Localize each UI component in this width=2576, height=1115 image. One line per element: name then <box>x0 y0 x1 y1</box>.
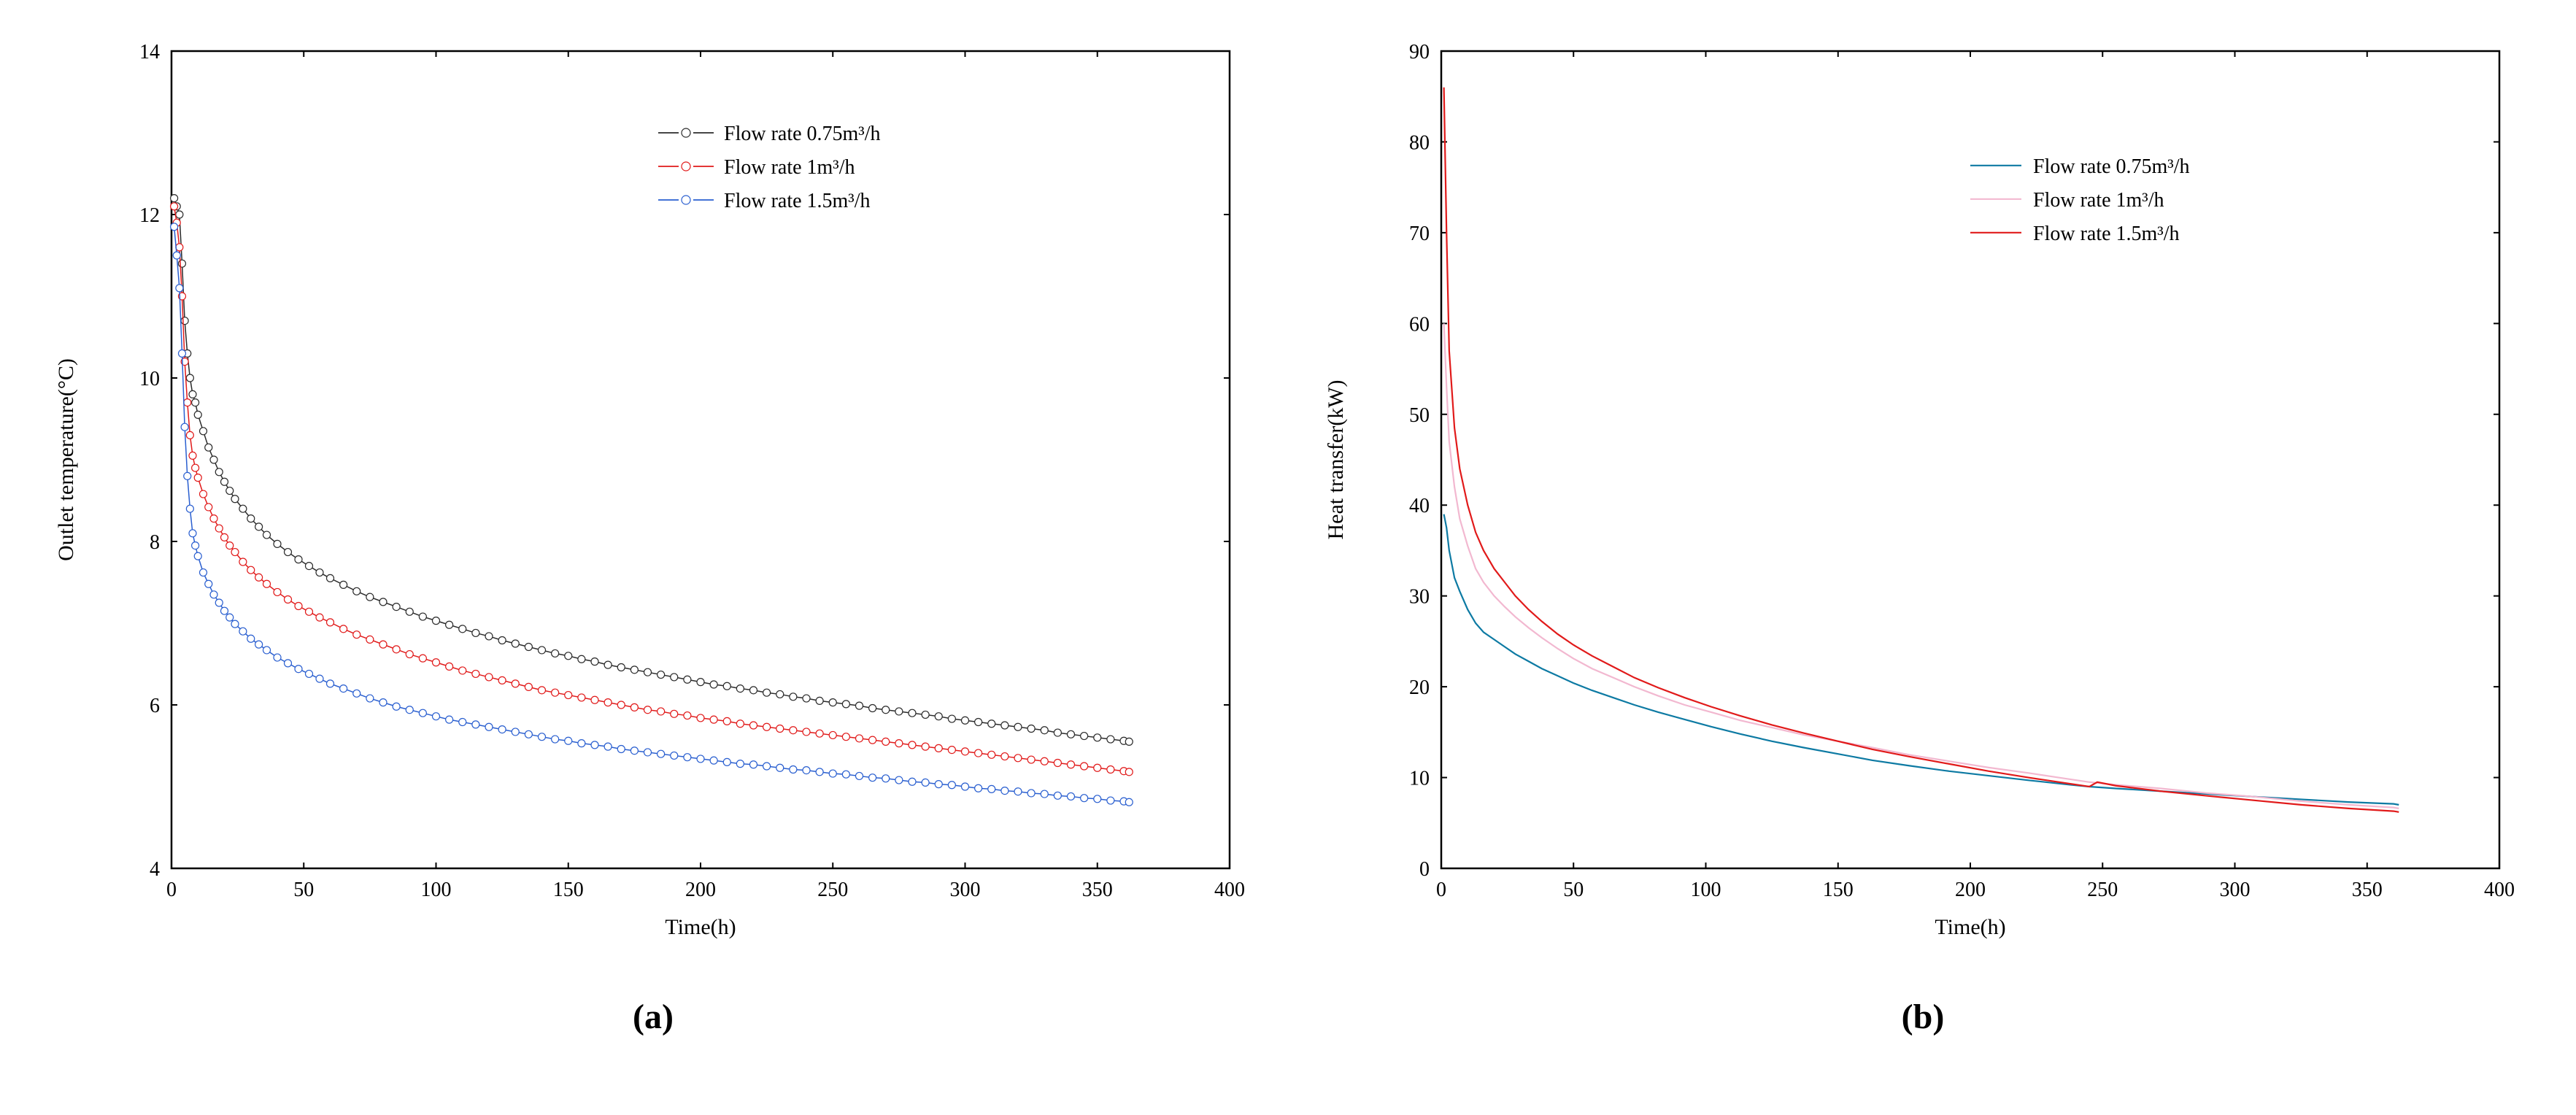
svg-text:400: 400 <box>2484 879 2515 901</box>
svg-text:Heat transfer(kW): Heat transfer(kW) <box>1324 379 1348 539</box>
svg-text:Flow rate 1.5m³/h: Flow rate 1.5m³/h <box>724 190 870 212</box>
svg-text:50: 50 <box>293 879 314 901</box>
svg-text:Outlet temperature(°C): Outlet temperature(°C) <box>54 358 78 561</box>
svg-text:80: 80 <box>1409 131 1430 154</box>
svg-text:Flow rate 1m³/h: Flow rate 1m³/h <box>724 156 855 179</box>
svg-text:50: 50 <box>1409 404 1430 427</box>
svg-text:30: 30 <box>1409 586 1430 609</box>
panel-b-caption: (b) <box>1902 997 1945 1037</box>
svg-text:Time(h): Time(h) <box>665 915 736 939</box>
svg-text:400: 400 <box>1214 879 1245 901</box>
svg-text:150: 150 <box>1823 879 1854 901</box>
svg-text:12: 12 <box>139 204 160 227</box>
svg-text:300: 300 <box>2220 879 2251 901</box>
svg-text:6: 6 <box>150 695 160 717</box>
svg-text:Flow rate 0.75m³/h: Flow rate 0.75m³/h <box>2033 155 2189 178</box>
svg-text:40: 40 <box>1409 495 1430 517</box>
svg-text:20: 20 <box>1409 676 1430 699</box>
svg-text:Flow rate 0.75m³/h: Flow rate 0.75m³/h <box>724 123 880 145</box>
svg-text:4: 4 <box>150 858 160 881</box>
chart-a: 0 50 100 150 200 250 300 350 400 4 6 8 10 12 14 Time(h)… <box>33 15 1273 992</box>
svg-text:10: 10 <box>1409 768 1430 790</box>
svg-text:70: 70 <box>1409 223 1430 245</box>
svg-text:250: 250 <box>817 879 848 901</box>
svg-text:250: 250 <box>2087 879 2118 901</box>
svg-text:Flow rate 1.5m³/h: Flow rate 1.5m³/h <box>2033 223 2179 245</box>
svg-text:8: 8 <box>150 531 160 554</box>
svg-text:100: 100 <box>421 879 452 901</box>
figure-row: 050100150200250300350400468101214Time(h)… <box>0 0 2576 1052</box>
svg-text:200: 200 <box>685 879 716 901</box>
svg-text:60: 60 <box>1409 313 1430 336</box>
panel-a: 0 50 100 150 200 250 300 350 400 4 6 8 10 12 14 Time(h)… <box>33 15 1273 1037</box>
svg-text:350: 350 <box>1082 879 1113 901</box>
svg-text:Flow rate 1m³/h: Flow rate 1m³/h <box>2033 189 2164 212</box>
svg-text:300: 300 <box>950 879 981 901</box>
svg-text:150: 150 <box>553 879 584 901</box>
chart-b: 0 50 100 150 200 250 300 350 400 0 10 20 30 40 50 60 70 8… <box>1303 15 2543 992</box>
svg-text:90: 90 <box>1409 41 1430 63</box>
svg-text:14: 14 <box>139 41 160 63</box>
panel-a-caption: (a) <box>633 997 674 1037</box>
svg-text:0: 0 <box>166 879 177 901</box>
svg-text:50: 50 <box>1563 879 1584 901</box>
svg-text:350: 350 <box>2352 879 2383 901</box>
svg-text:Time(h): Time(h) <box>1935 915 2005 939</box>
svg-text:10: 10 <box>139 368 160 390</box>
svg-text:200: 200 <box>1955 879 1986 901</box>
svg-text:0: 0 <box>1419 858 1430 881</box>
panel-b: 0 50 100 150 200 250 300 350 400 0 10 20 30 40 50 60 70 8… <box>1303 15 2543 1037</box>
svg-text:0: 0 <box>1436 879 1446 901</box>
svg-text:100: 100 <box>1691 879 1721 901</box>
